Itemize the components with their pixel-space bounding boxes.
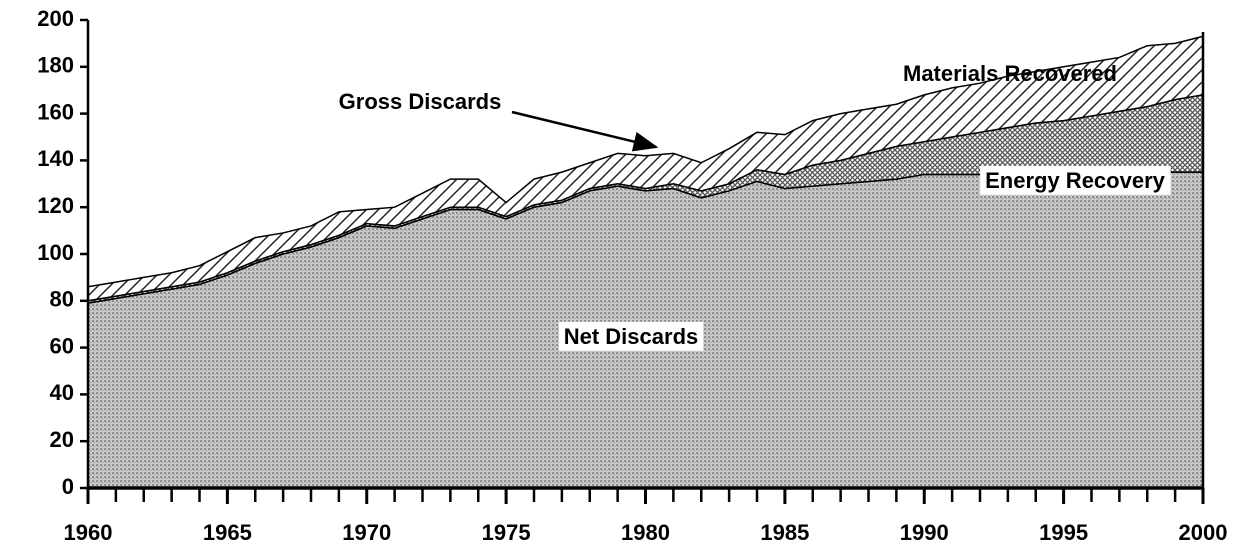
x-tick-label: 1970 [342, 520, 391, 545]
annotation-arrow [511, 110, 659, 152]
y-tick-label: 160 [37, 99, 74, 124]
y-tick-label: 20 [50, 427, 74, 452]
area-label: Materials Recovered [903, 61, 1117, 86]
x-tick-label: 1980 [621, 520, 670, 545]
area-label: Gross Discards [339, 89, 502, 114]
y-tick-label: 100 [37, 240, 74, 265]
y-tick-label: 200 [37, 6, 74, 31]
x-tick-label: 1985 [760, 520, 809, 545]
y-tick-label: 80 [50, 287, 74, 312]
label-box [980, 165, 1171, 195]
x-tick-label: 1965 [203, 520, 252, 545]
x-tick-label: 2000 [1179, 520, 1228, 545]
y-tick-label: 140 [37, 146, 74, 171]
x-tick-label: 1995 [1039, 520, 1088, 545]
areas [87, 35, 1204, 489]
y-tick-label: 60 [50, 333, 74, 358]
labels: Net Discards Energy Recovery Materials Rec… [339, 61, 1171, 351]
y-tick-label: 120 [37, 193, 74, 218]
y-tick-label: 40 [50, 380, 74, 405]
axes: 0 20 40 60 80 100 120 140 160 180 200 1960 1965 1970 1… [37, 6, 1227, 545]
y-tick-label: 0 [62, 474, 74, 499]
area-label: Net Discards [564, 324, 699, 349]
x-tick-label: 1990 [900, 520, 949, 545]
x-tick-label: 1960 [64, 520, 113, 545]
y-tick-label: 180 [37, 53, 74, 78]
label-box [558, 321, 704, 351]
x-tick-label: 1975 [482, 520, 531, 545]
area-label: Energy Recovery [985, 168, 1166, 193]
